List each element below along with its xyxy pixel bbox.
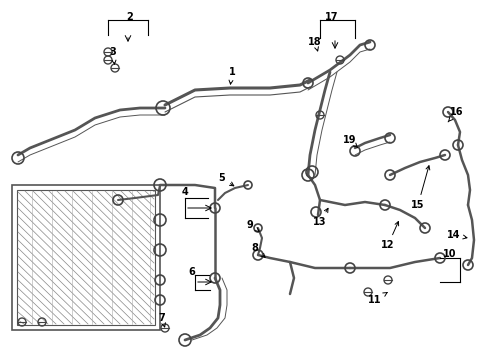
Text: 1: 1 [229, 67, 235, 84]
Text: 2: 2 [126, 12, 133, 22]
Text: 3: 3 [110, 47, 117, 64]
Text: 19: 19 [343, 135, 358, 148]
Text: 16: 16 [448, 107, 464, 122]
Text: 9: 9 [246, 220, 259, 231]
Bar [12, 185, 160, 330]
Text: 10: 10 [443, 249, 457, 259]
Text: 17: 17 [325, 12, 339, 22]
Text: 5: 5 [219, 173, 234, 186]
Text: 12: 12 [381, 221, 399, 250]
Text: 7: 7 [159, 313, 166, 327]
Bar [17, 190, 155, 325]
Text: 6: 6 [189, 267, 196, 277]
Text: 15: 15 [411, 166, 430, 210]
Text: 8: 8 [251, 243, 265, 257]
Text: 13: 13 [313, 208, 328, 227]
Text: 11: 11 [368, 292, 387, 305]
Text: 18: 18 [308, 37, 322, 51]
Text: 14: 14 [446, 230, 467, 240]
Text: 4: 4 [182, 187, 188, 197]
